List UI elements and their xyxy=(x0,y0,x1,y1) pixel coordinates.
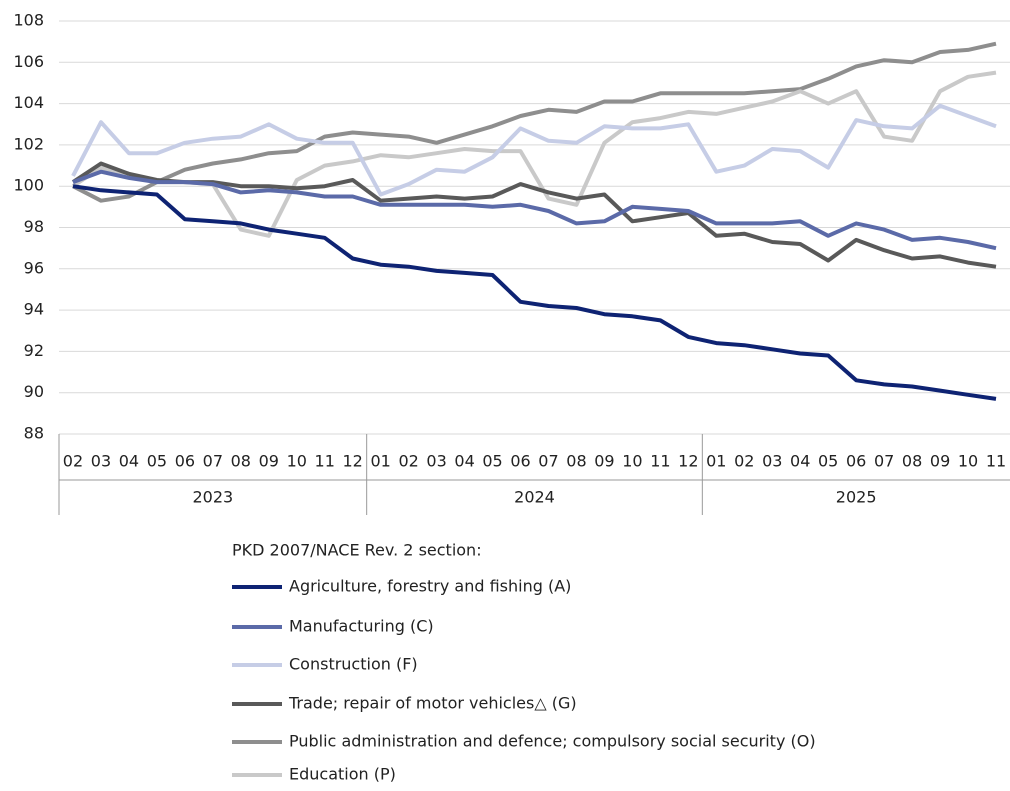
x-tick-label: 05 xyxy=(818,452,838,471)
series-line xyxy=(71,103,997,197)
series-line xyxy=(71,70,997,238)
y-tick-label: 98 xyxy=(24,217,44,236)
x-tick-label: 03 xyxy=(762,452,782,471)
x-tick-label: 02 xyxy=(398,452,418,471)
x-tick-label: 07 xyxy=(874,452,894,471)
group-label: 2024 xyxy=(514,488,555,507)
x-tick-label: 01 xyxy=(370,452,390,471)
x-tick-label: 03 xyxy=(91,452,111,471)
x-tick-label: 11 xyxy=(315,452,335,471)
x-tick-label: 07 xyxy=(203,452,223,471)
group-label: 2023 xyxy=(192,488,233,507)
x-tick-label: 12 xyxy=(678,452,698,471)
x-tick-label: 08 xyxy=(902,452,922,471)
x-tick-label: 09 xyxy=(930,452,950,471)
x-tick-label: 08 xyxy=(566,452,586,471)
x-tick-label: 10 xyxy=(958,452,978,471)
x-tick-label: 01 xyxy=(706,452,726,471)
x-tick-label: 10 xyxy=(287,452,307,471)
legend-label: Trade; repair of motor vehicles△ (G) xyxy=(288,694,577,713)
y-tick-label: 92 xyxy=(24,341,44,360)
legend-label: Manufacturing (C) xyxy=(289,617,434,636)
legend-label: Public administration and defence; compu… xyxy=(289,732,816,751)
x-tick-label: 05 xyxy=(482,452,502,471)
legend-label: Construction (F) xyxy=(289,655,418,674)
series-line xyxy=(71,161,997,269)
legend-label: Education (P) xyxy=(289,765,396,784)
y-tick-label: 108 xyxy=(13,11,44,30)
series-line xyxy=(72,41,997,203)
x-tick-label: 06 xyxy=(175,452,195,471)
x-tick-label: 11 xyxy=(986,452,1006,471)
x-tick-label: 08 xyxy=(231,452,251,471)
x-tick-label: 04 xyxy=(454,452,474,471)
y-tick-label: 88 xyxy=(24,424,44,443)
x-tick-label: 06 xyxy=(510,452,530,471)
x-tick-label: 12 xyxy=(343,452,363,471)
y-tick-label: 106 xyxy=(13,52,44,71)
x-tick-label: 10 xyxy=(622,452,642,471)
y-tick-label: 100 xyxy=(13,176,44,195)
series-line xyxy=(72,184,997,401)
legend-title: PKD 2007/NACE Rev. 2 section: xyxy=(232,541,482,560)
x-tick-label: 03 xyxy=(426,452,446,471)
x-tick-label: 02 xyxy=(63,452,83,471)
x-tick-label: 02 xyxy=(734,452,754,471)
group-label: 2025 xyxy=(836,488,877,507)
x-tick-label: 09 xyxy=(594,452,614,471)
y-tick-label: 104 xyxy=(13,93,44,112)
x-tick-label: 04 xyxy=(119,452,139,471)
series-line xyxy=(72,169,997,251)
y-tick-label: 94 xyxy=(24,300,44,319)
legend-label: Agriculture, forestry and fishing (A) xyxy=(289,577,571,596)
y-tick-label: 90 xyxy=(24,382,44,401)
x-tick-label: 11 xyxy=(650,452,670,471)
x-tick-label: 05 xyxy=(147,452,167,471)
x-tick-label: 06 xyxy=(846,452,866,471)
y-tick-label: 102 xyxy=(13,134,44,153)
x-tick-label: 09 xyxy=(259,452,279,471)
y-tick-label: 96 xyxy=(24,258,44,277)
x-tick-label: 04 xyxy=(790,452,810,471)
x-tick-label: 07 xyxy=(538,452,558,471)
